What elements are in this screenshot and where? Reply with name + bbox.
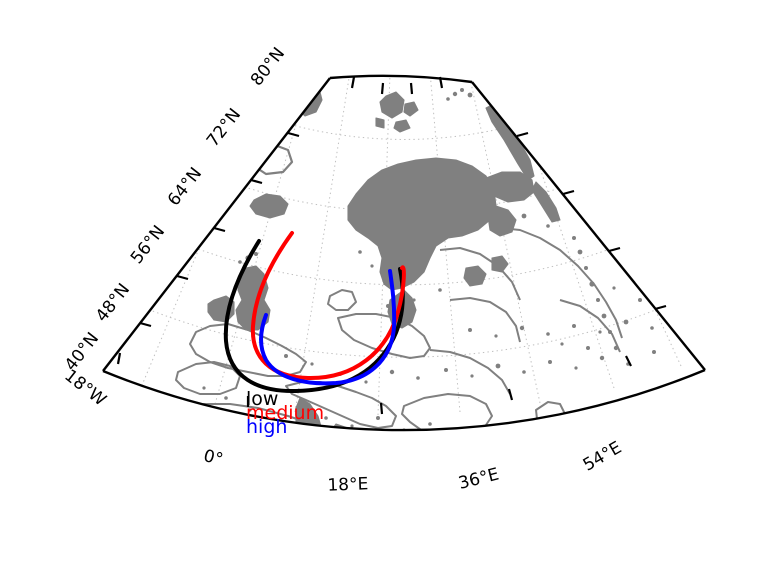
data-curves	[223, 231, 406, 394]
lon-label-0: 0°	[201, 446, 225, 470]
frame-right-edge	[471, 81, 706, 371]
legend-label-high: high	[246, 416, 287, 438]
map-frame	[102, 74, 706, 432]
curve-high	[259, 269, 397, 386]
frame-top-arc	[329, 74, 473, 84]
frame-bottom-arc	[102, 368, 706, 432]
legend: low medium high	[246, 388, 324, 438]
frame-ticks	[116, 76, 667, 415]
curve-medium	[250, 231, 406, 381]
legend-label-low: low	[246, 388, 278, 410]
lon-label-18e: 18°E	[327, 474, 369, 495]
legend-label-medium: medium	[246, 402, 324, 424]
curve-low	[223, 239, 405, 394]
